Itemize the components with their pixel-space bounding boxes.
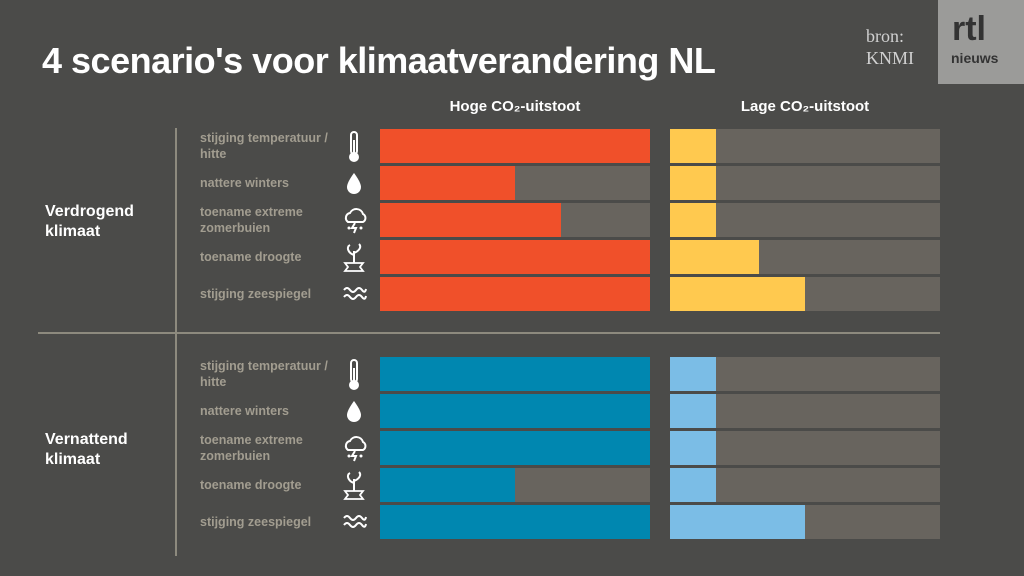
bar xyxy=(380,505,650,539)
bar-track xyxy=(670,240,940,274)
category-label: nattere winters xyxy=(200,176,289,190)
bar-track xyxy=(380,277,650,311)
bar-track xyxy=(670,129,940,163)
bar-track xyxy=(670,277,940,311)
icon-graphic xyxy=(343,515,367,528)
category-label: toename extreme zomerbuien xyxy=(200,433,303,463)
icon-graphic xyxy=(347,173,361,194)
bar xyxy=(380,357,650,391)
separator xyxy=(38,332,940,334)
column-header: Lage CO₂-uitstoot xyxy=(740,98,870,115)
group-label: Vernattend klimaat xyxy=(45,431,128,468)
bar xyxy=(380,277,650,311)
bar xyxy=(380,468,515,502)
icon xyxy=(342,130,368,162)
category-label: stijging zeespiegel xyxy=(200,287,312,301)
source-name: KNMI xyxy=(866,48,914,68)
icon xyxy=(342,432,368,464)
category-label: stijging temperatuur / hitte xyxy=(200,359,328,389)
category-label: stijging zeespiegel xyxy=(200,515,312,529)
bar-track xyxy=(380,129,650,163)
icon xyxy=(342,241,368,273)
category-label: stijging temperatuur / hitte xyxy=(200,131,328,161)
bar xyxy=(380,431,650,465)
icon xyxy=(342,506,368,538)
icon-graphic xyxy=(349,359,359,390)
bar xyxy=(670,431,716,465)
group-label: Verdrogend klimaat xyxy=(45,203,134,240)
bar-track xyxy=(380,240,650,274)
category-label: toename droogte xyxy=(200,478,302,492)
bar xyxy=(670,166,716,200)
bar-track xyxy=(670,203,940,237)
logo-text: nieuws xyxy=(951,50,999,66)
bar-track xyxy=(380,203,650,237)
icon-graphic xyxy=(347,401,361,422)
bar-track xyxy=(380,166,650,200)
source-label: bron: xyxy=(866,26,904,46)
logo-mark: rtl xyxy=(952,10,986,48)
category-label: nattere winters xyxy=(200,404,289,418)
logo: rtl nieuws xyxy=(938,0,1024,84)
icon-graphic xyxy=(344,208,367,234)
bar-track xyxy=(380,468,650,502)
column-header: Hoge CO₂-uitstoot xyxy=(449,98,581,115)
divider xyxy=(175,128,177,556)
bar-track xyxy=(670,468,940,502)
bar xyxy=(380,203,561,237)
bar xyxy=(670,468,716,502)
bar xyxy=(670,277,805,311)
bar-track xyxy=(380,394,650,428)
bar-track xyxy=(380,431,650,465)
bar xyxy=(670,505,805,539)
icon-graphic xyxy=(343,287,367,300)
icon-graphic xyxy=(349,131,359,162)
bar xyxy=(380,166,515,200)
category-label: toename droogte xyxy=(200,250,302,264)
icon xyxy=(342,469,368,501)
icon-graphic xyxy=(343,243,365,272)
icon xyxy=(342,278,368,310)
bar xyxy=(380,129,650,163)
icon xyxy=(342,395,368,427)
bar xyxy=(670,203,716,237)
bar xyxy=(670,129,716,163)
bar-track xyxy=(670,431,940,465)
bar-track xyxy=(670,394,940,428)
bar-track xyxy=(670,505,940,539)
icon-graphic xyxy=(344,436,367,462)
icon xyxy=(342,358,368,390)
bar-track xyxy=(380,505,650,539)
bar-track xyxy=(670,166,940,200)
bar xyxy=(670,240,760,274)
bar xyxy=(380,394,650,428)
bar xyxy=(380,240,650,274)
bar-track xyxy=(670,357,940,391)
icon xyxy=(342,204,368,236)
icon-graphic xyxy=(343,471,365,500)
bar xyxy=(670,357,716,391)
bar-track xyxy=(380,357,650,391)
title: 4 scenario's voor klimaatverandering NL xyxy=(42,40,716,81)
icon xyxy=(342,167,368,199)
category-label: toename extreme zomerbuien xyxy=(200,205,303,235)
bar xyxy=(670,394,716,428)
